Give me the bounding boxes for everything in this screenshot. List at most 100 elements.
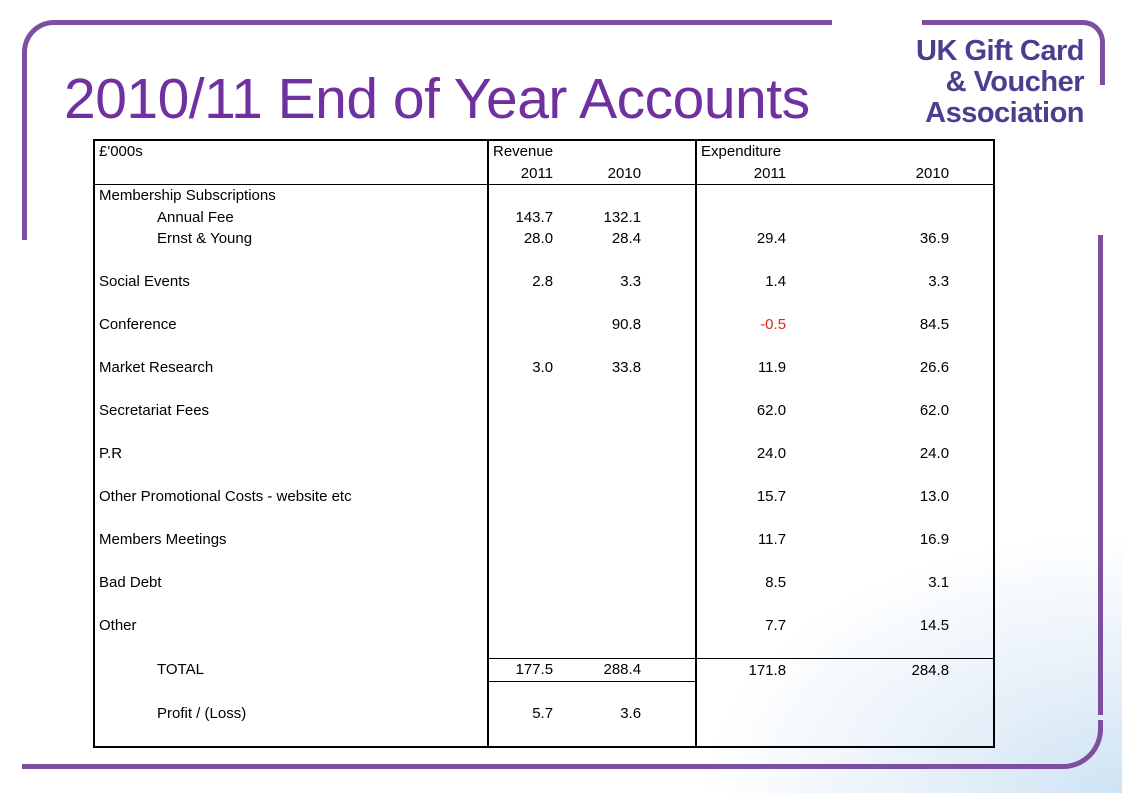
expenditure-2010-value: 14.5 [919, 617, 950, 635]
expenditure-2011-value: 24.0 [756, 445, 787, 463]
row-label: P.R [94, 443, 489, 465]
row-label: Bad Debt [94, 572, 489, 594]
expenditure-2010-value: 3.3 [928, 273, 950, 291]
profit-row: Profit / (Loss) 5.7 3.6 [94, 703, 994, 725]
spacer-row [94, 593, 994, 615]
revenue-2011-value: 28.0 [523, 230, 554, 248]
row-label: Social Events [94, 271, 489, 293]
total-row: TOTAL 177.5 288.4 171.8 284.8 [94, 658, 995, 681]
row-label: Members Meetings [94, 529, 489, 551]
spacer-row [94, 724, 994, 747]
row-label: Conference [94, 314, 489, 336]
total-label: TOTAL [94, 658, 489, 681]
spacer-row [94, 378, 994, 400]
revenue-2010-value: 33.8 [611, 359, 642, 377]
header-row: £'000s Revenue Expenditure [94, 140, 994, 163]
revenue-2010-value: 3.3 [620, 273, 642, 291]
table-row: Other Promotional Costs - website etc 15.… [94, 486, 994, 508]
expenditure-2011-value: -0.5 [760, 316, 787, 334]
table-row: Ernst & Young 28.0 28.4 29.4 36.9 [94, 228, 994, 250]
slide-title: 2010/11 End of Year Accounts [64, 67, 810, 131]
spacer-row [94, 249, 994, 271]
spacer-row [94, 636, 994, 659]
revenue-2011-value [488, 486, 561, 508]
row-label: Secretariat Fees [94, 400, 489, 422]
spacer-row [94, 292, 994, 314]
table-row: Other 7.7 14.5 [94, 615, 994, 637]
profit-2011-value: 5.7 [532, 705, 554, 723]
frame-top-right [922, 20, 1105, 85]
expenditure-year-current: 2011 [696, 162, 791, 185]
spacer-row [94, 335, 994, 357]
total-revenue-2010: 288.4 [603, 661, 642, 679]
table-row: Secretariat Fees 62.0 62.0 [94, 400, 994, 422]
row-label: Market Research [94, 357, 489, 379]
expenditure-2010-value [790, 207, 994, 229]
expenditure-2011-value: 8.5 [765, 574, 787, 592]
expenditure-2010-value: 3.1 [928, 574, 950, 592]
total-underline-row [94, 680, 994, 703]
unit-label: £'000s [94, 140, 489, 163]
revenue-2011-value: 2.8 [532, 273, 554, 291]
table-row: Conference 90.8 -0.5 84.5 [94, 314, 994, 336]
expenditure-year-prior: 2010 [790, 162, 995, 185]
revenue-year-current: 2011 [488, 162, 562, 185]
expenditure-2010-value: 84.5 [919, 316, 950, 334]
revenue-2011-value [488, 400, 561, 422]
table-row: P.R 24.0 24.0 [94, 443, 994, 465]
section-row: Membership Subscriptions [94, 184, 994, 207]
expenditure-2011-value: 15.7 [756, 488, 787, 506]
revenue-2011-value [488, 314, 561, 336]
expenditure-2011-value: 1.4 [765, 273, 787, 291]
logo-line-2: & Voucher [945, 66, 1085, 98]
table-row: Market Research 3.0 33.8 11.9 26.6 [94, 357, 994, 379]
total-revenue-2011: 177.5 [488, 658, 562, 681]
table-row: Bad Debt 8.5 3.1 [94, 572, 994, 594]
revenue-year-prior: 2010 [607, 164, 642, 182]
frame-right [1098, 235, 1103, 715]
row-label: Ernst & Young [94, 228, 489, 250]
revenue-2011-value [488, 615, 561, 637]
expenditure-2011-value: 11.7 [757, 531, 787, 549]
expenditure-2010-value: 26.6 [919, 359, 950, 377]
expenditure-2010-value: 36.9 [919, 230, 950, 248]
logo-line-3: Association [925, 97, 1084, 129]
revenue-header: Revenue [493, 143, 554, 161]
association-logo: UK Gift Card & Voucher Association [916, 35, 1085, 129]
table-row: Social Events 2.8 3.3 1.4 3.3 [94, 271, 994, 293]
revenue-2010-value: 132.1 [603, 208, 642, 226]
profit-2010-value: 3.6 [620, 705, 642, 723]
expenditure-2010-value: 13.0 [919, 488, 950, 506]
section-membership: Membership Subscriptions [94, 184, 489, 207]
revenue-2011-value [488, 572, 561, 594]
expenditure-2011-value: 7.7 [765, 617, 787, 635]
expenditure-2011-value: 29.4 [756, 230, 787, 248]
table-row: Annual Fee 143.7 132.1 [94, 206, 994, 229]
total-expenditure-2011: 171.8 [696, 658, 791, 681]
revenue-2011-value [488, 529, 561, 551]
row-label: Annual Fee [94, 206, 489, 228]
table-row: Members Meetings 11.7 16.9 [94, 529, 994, 551]
logo-line-1: UK Gift Card [916, 35, 1085, 67]
year-header-row: 2011 2010 2011 2010 [94, 162, 995, 185]
accounts-table: £'000s Revenue Expenditure 2011 2010 201… [93, 139, 996, 748]
row-label: Other Promotional Costs - website etc [94, 486, 489, 508]
total-expenditure-2010: 284.8 [790, 658, 995, 681]
revenue-2010-value: 90.8 [611, 316, 642, 334]
revenue-2010-value: 28.4 [611, 230, 642, 248]
spacer-row [94, 464, 994, 486]
frame-top-left [22, 20, 832, 240]
expenditure-2010-value: 62.0 [919, 402, 950, 420]
spacer-row [94, 507, 994, 529]
expenditure-2011-value: 11.9 [757, 359, 787, 377]
expenditure-2011-value: 62.0 [756, 402, 787, 420]
row-label: Other [94, 615, 489, 637]
expenditure-2010-value: 16.9 [919, 531, 950, 549]
expenditure-2011-value [696, 207, 790, 229]
profit-label: Profit / (Loss) [94, 703, 489, 725]
revenue-2011-value: 3.0 [532, 359, 554, 377]
spacer-row [94, 550, 994, 572]
expenditure-header: Expenditure [701, 143, 782, 161]
revenue-2011-value: 143.7 [515, 208, 554, 226]
spacer-row [94, 421, 994, 443]
